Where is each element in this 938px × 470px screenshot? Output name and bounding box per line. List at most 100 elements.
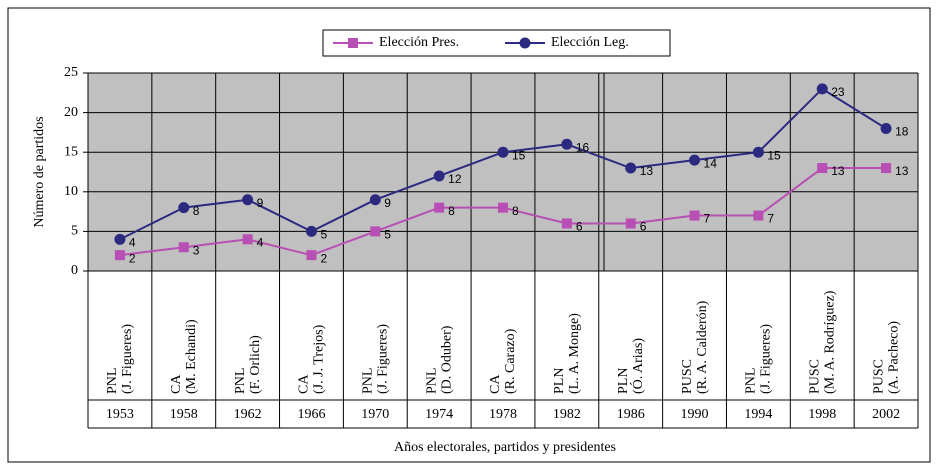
data-label: 4 [129, 235, 136, 249]
marker [689, 154, 701, 166]
president-label: (R. Carazo) [503, 328, 518, 394]
marker [348, 38, 358, 48]
data-label: 8 [448, 204, 455, 218]
party-label: PNL [424, 368, 439, 394]
x-tick-label: 1994 [744, 407, 772, 422]
x-tick-label: 1990 [681, 407, 709, 422]
data-label: 2 [129, 251, 136, 265]
plot-area [88, 73, 918, 271]
marker [689, 210, 700, 221]
marker [242, 194, 254, 206]
marker [114, 250, 125, 261]
data-label: 4 [257, 235, 264, 249]
marker [561, 218, 572, 229]
president-label: (M. A. Rodríguez) [822, 290, 837, 394]
marker [817, 163, 828, 174]
party-label: CA [488, 374, 503, 394]
x-tick-label: 1962 [234, 407, 262, 422]
marker [114, 233, 126, 245]
party-label: CA [297, 374, 312, 394]
marker [816, 83, 828, 95]
data-label: 12 [448, 172, 462, 186]
party-label: CA [169, 374, 184, 394]
x-tick-label: 1998 [808, 407, 836, 422]
x-tick-label: 1953 [106, 407, 134, 422]
data-label: 3 [193, 243, 200, 257]
party-label: PUSC [807, 359, 822, 394]
marker [880, 122, 892, 134]
marker [306, 250, 317, 261]
president-label: (J. Figueres) [120, 324, 135, 394]
data-label: 14 [704, 156, 718, 170]
data-label: 18 [895, 125, 909, 139]
x-tick-label: 1966 [297, 407, 325, 422]
marker [178, 202, 190, 214]
party-label: PUSC [871, 359, 886, 394]
data-label: 8 [512, 204, 519, 218]
marker [625, 162, 637, 174]
president-label: (Ó. Arias) [629, 338, 646, 394]
x-tick-label: 1982 [553, 407, 581, 422]
data-label: 13 [640, 164, 654, 178]
y-axis-title: Número de partidos [32, 116, 47, 227]
x-tick-label: 1978 [489, 407, 517, 422]
data-label: 9 [257, 196, 264, 210]
marker [498, 202, 508, 213]
president-label: (L. A. Monge) [567, 313, 582, 394]
marker [433, 170, 445, 182]
president-label: (R. A. Calderón) [695, 300, 710, 394]
x-tick-label: 1958 [170, 407, 198, 422]
marker [178, 242, 189, 253]
data-label: 8 [193, 204, 200, 218]
data-label: 23 [831, 85, 845, 99]
marker [434, 202, 445, 213]
x-tick-label: 1970 [361, 407, 389, 422]
data-label: 15 [767, 148, 781, 162]
data-label: 9 [384, 196, 391, 210]
y-tick-label: 25 [64, 65, 78, 80]
party-label: PLN [552, 368, 567, 394]
president-label: (M. Echandi) [184, 319, 199, 394]
marker [625, 218, 636, 229]
data-label: 7 [704, 212, 711, 226]
data-label: 15 [512, 148, 526, 162]
marker [752, 146, 764, 158]
legend-box [322, 29, 671, 57]
data-label: 13 [895, 164, 909, 178]
marker [305, 225, 317, 237]
data-label: 16 [576, 140, 590, 154]
marker [753, 210, 764, 221]
party-label: PUSC [680, 359, 695, 394]
president-label: (A. Pacheco) [886, 321, 901, 394]
marker [497, 146, 509, 158]
president-label: (J. J. Trejos) [312, 324, 327, 394]
y-tick-label: 15 [64, 144, 78, 159]
y-tick-label: 20 [64, 105, 78, 120]
data-label: 13 [831, 164, 845, 178]
x-axis-title: Años electorales, partidos y presidentes [394, 440, 616, 455]
marker [881, 163, 892, 174]
marker [519, 37, 531, 49]
marker [370, 226, 381, 237]
x-tick-label: 2002 [872, 407, 900, 422]
party-label: PNL [361, 368, 376, 394]
legend-label: Elección Leg. [551, 35, 629, 50]
president-label: (J. Figueres) [759, 324, 774, 394]
marker [561, 138, 573, 150]
president-label: (J. Figueres) [376, 324, 391, 394]
legend-label: Elección Pres. [379, 35, 459, 50]
marker [242, 234, 253, 245]
data-label: 5 [320, 228, 327, 242]
data-label: 5 [384, 228, 391, 242]
data-label: 6 [640, 220, 647, 234]
data-label: 6 [576, 220, 583, 234]
president-label: (D. Oduber) [439, 325, 454, 394]
president-label: (F. Orlich) [248, 335, 263, 394]
party-label: PNL [233, 368, 248, 394]
y-tick-label: 10 [64, 184, 78, 199]
party-label: PNL [105, 368, 120, 394]
data-label: 2 [320, 251, 327, 265]
marker [369, 194, 381, 206]
party-label: PNL [744, 368, 759, 394]
